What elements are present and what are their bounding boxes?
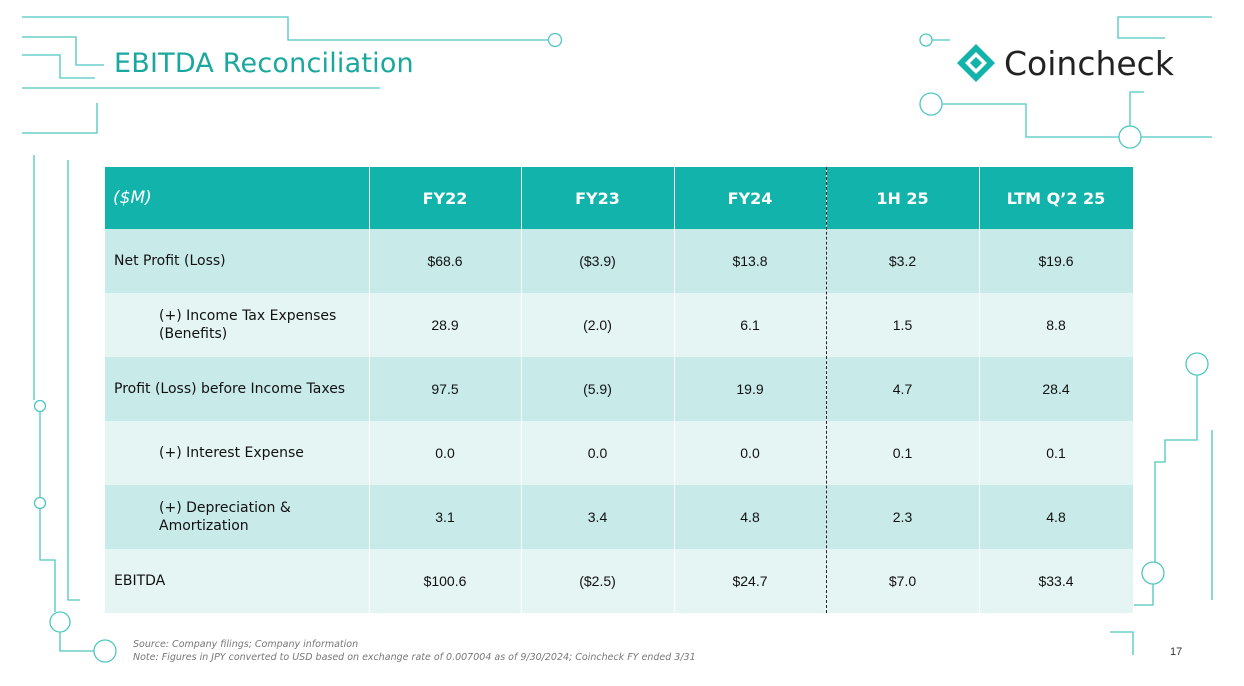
table-cell: ($2.5)	[521, 549, 675, 613]
table-cell: 0.0	[521, 421, 675, 485]
table-cell: 28.4	[979, 357, 1134, 421]
column-header: LTM Q’2 25	[979, 167, 1134, 229]
row-label: Net Profit (Loss)	[105, 229, 370, 293]
table-row: (+) Depreciation & Amortization 3.1 3.4 …	[105, 485, 1134, 549]
column-header: FY23	[521, 167, 675, 229]
ebitda-table: ($M) FY22 FY23 FY24 1H 25 LTM Q’2 25 Net…	[105, 167, 1134, 613]
row-label: (+) Depreciation & Amortization	[105, 485, 370, 549]
slide-title: EBITDA Reconciliation	[114, 48, 414, 79]
table-cell: 8.8	[979, 293, 1134, 357]
table-cell: 3.1	[369, 485, 522, 549]
table-cell: 4.7	[826, 357, 980, 421]
table-cell: (5.9)	[521, 357, 675, 421]
table-cell: $24.7	[674, 549, 827, 613]
table-cell: $13.8	[674, 229, 827, 293]
table-cell: 0.0	[674, 421, 827, 485]
table-cell: $33.4	[979, 549, 1134, 613]
table-cell: $3.2	[826, 229, 980, 293]
table-cell: 1.5	[826, 293, 980, 357]
table-cell: 0.0	[369, 421, 522, 485]
table-row: Profit (Loss) before Income Taxes 97.5 (…	[105, 357, 1134, 421]
footnotes: Source: Company filings; Company informa…	[133, 638, 696, 664]
unit-label: ($M)	[105, 167, 370, 229]
table-cell: 0.1	[826, 421, 980, 485]
table-cell: $68.6	[369, 229, 522, 293]
table-cell: 4.8	[674, 485, 827, 549]
table-cell: 19.9	[674, 357, 827, 421]
table-cell: $7.0	[826, 549, 980, 613]
column-header: FY22	[369, 167, 522, 229]
source-note: Source: Company filings; Company informa…	[133, 639, 359, 650]
table-cell: $100.6	[369, 549, 522, 613]
table-cell: 97.5	[369, 357, 522, 421]
row-label: (+) Interest Expense	[105, 421, 370, 485]
exchange-rate-note: Note: Figures in JPY converted to USD ba…	[133, 652, 696, 663]
table-cell: ($3.9)	[521, 229, 675, 293]
column-header: 1H 25	[826, 167, 980, 229]
page-number: 17	[1170, 646, 1183, 658]
table-cell: (2.0)	[521, 293, 675, 357]
table-cell: 3.4	[521, 485, 675, 549]
brand-name: Coincheck	[1004, 43, 1174, 83]
column-header: FY24	[674, 167, 827, 229]
table-cell: 2.3	[826, 485, 980, 549]
row-label: (+) Income Tax Expenses (Benefits)	[105, 293, 370, 357]
table-row: (+) Interest Expense 0.0 0.0 0.0 0.1 0.1	[105, 421, 1134, 485]
table-row: Net Profit (Loss) $68.6 ($3.9) $13.8 $3.…	[105, 229, 1134, 293]
period-divider	[826, 167, 827, 613]
table-row: (+) Income Tax Expenses (Benefits) 28.9 …	[105, 293, 1134, 357]
coincheck-diamond-icon	[957, 44, 995, 82]
table-cell: $19.6	[979, 229, 1134, 293]
table-row: EBITDA $100.6 ($2.5) $24.7 $7.0 $33.4	[105, 549, 1134, 613]
table-cell: 28.9	[369, 293, 522, 357]
table-header-row: ($M) FY22 FY23 FY24 1H 25 LTM Q’2 25	[105, 167, 1134, 229]
table-cell: 4.8	[979, 485, 1134, 549]
table-cell: 0.1	[979, 421, 1134, 485]
row-label: Profit (Loss) before Income Taxes	[105, 357, 370, 421]
row-label: EBITDA	[105, 549, 370, 613]
table-cell: 6.1	[674, 293, 827, 357]
brand-logo: Coincheck	[955, 40, 1174, 86]
